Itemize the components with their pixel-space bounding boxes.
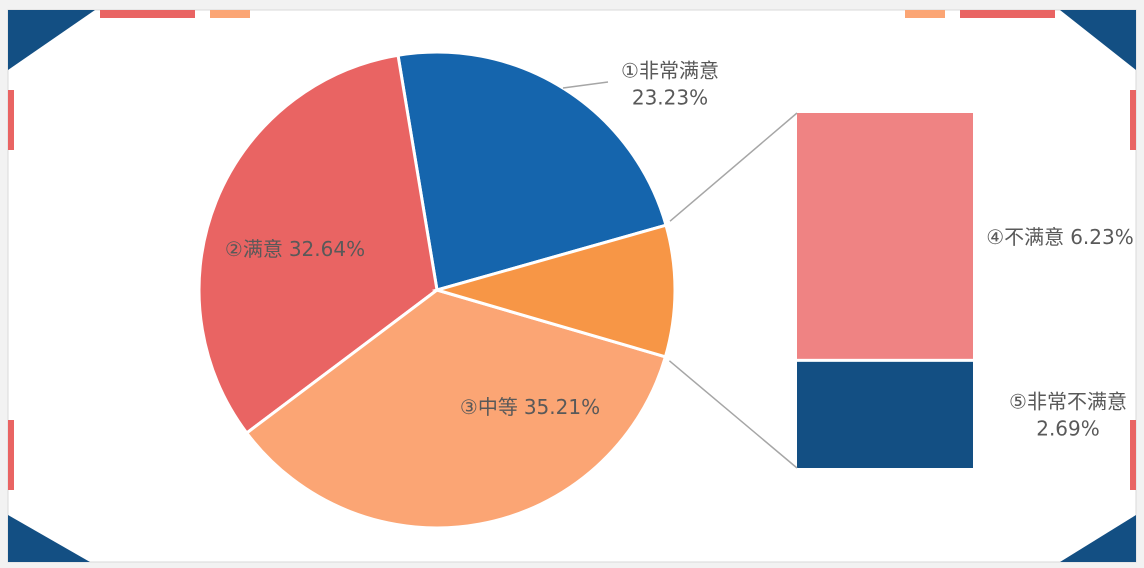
edge-decoration — [1130, 420, 1136, 490]
edge-decoration — [8, 420, 14, 490]
category-label: ②满意 — [225, 237, 283, 261]
bar-segment — [797, 113, 973, 359]
category-label: ④不满意 — [986, 225, 1064, 249]
data-label: ⑤非常不满意 — [1009, 390, 1127, 414]
data-label: 23.23% — [632, 86, 708, 110]
pie-slice — [431, 223, 677, 359]
data-label: ④不满意 6.23% — [986, 225, 1133, 249]
bar-segment — [797, 361, 973, 468]
data-label: ②满意 32.64% — [225, 237, 365, 261]
edge-decoration — [1130, 90, 1136, 150]
edge-decoration — [210, 10, 250, 18]
pie-slice — [197, 53, 439, 436]
value-label: 35.21% — [524, 395, 600, 419]
connector-line — [669, 112, 798, 222]
edge-decoration — [905, 10, 945, 18]
value-label: 6.23% — [1070, 225, 1134, 249]
corner-decoration — [1060, 515, 1136, 562]
category-label: ③中等 — [460, 395, 518, 419]
corner-decoration — [1060, 10, 1136, 70]
data-label: ①非常满意 — [621, 59, 719, 83]
corner-decoration — [8, 10, 95, 70]
pie-slice — [244, 288, 668, 530]
edge-decoration — [960, 10, 1055, 18]
edge-decoration — [8, 90, 14, 150]
corner-decoration — [8, 515, 90, 562]
leader-line — [562, 81, 609, 89]
connector-line — [668, 360, 798, 469]
pie-slice — [396, 50, 668, 292]
data-label: ③中等 35.21% — [460, 395, 600, 419]
edge-decoration — [100, 10, 195, 18]
data-label: 2.69% — [1036, 417, 1100, 441]
value-label: 32.64% — [289, 237, 365, 261]
